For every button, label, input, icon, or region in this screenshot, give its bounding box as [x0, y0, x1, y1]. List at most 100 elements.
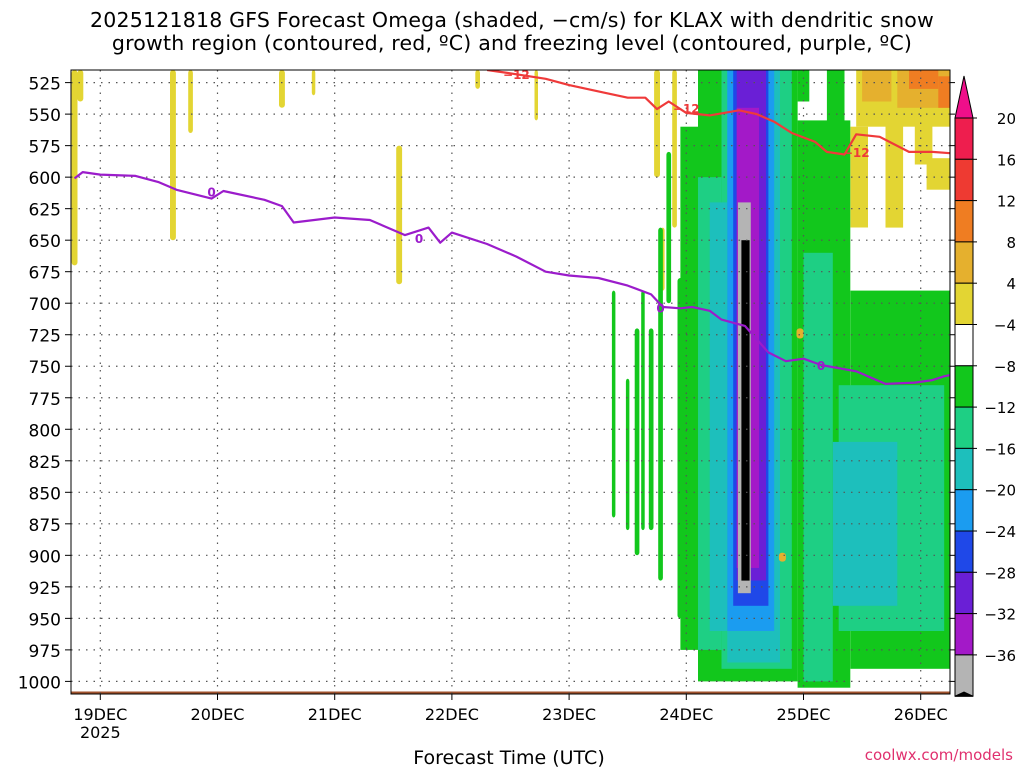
dgz-label: −12 [843, 146, 870, 160]
rising-region [832, 441, 898, 606]
rising-streak [641, 290, 645, 531]
sinking-streak [396, 145, 403, 285]
y-tick-label: 875 [29, 516, 61, 536]
y-tick-label: 950 [29, 610, 61, 630]
sinking-region [926, 158, 950, 190]
colorbar-swatch [954, 200, 974, 243]
sinking-region [914, 107, 933, 165]
colorbar-label: 12 [997, 193, 1016, 211]
y-tick-label: 1000 [18, 673, 61, 693]
x-axis-label: Forecast Time (UTC) [413, 747, 604, 768]
colorbar-label: −20 [984, 482, 1016, 500]
colorbar-label: 20 [997, 110, 1016, 128]
freezing-level-label: 0 [817, 359, 825, 373]
y-tick-label: 900 [29, 547, 61, 567]
sinking-streak [654, 70, 660, 178]
sinking-streak [672, 70, 677, 228]
credit-text: coolwx.com/models [865, 746, 1013, 764]
x-tick-label: 21DEC [308, 705, 362, 724]
x-tick-label: 20DEC [191, 705, 245, 724]
colorbar-swatch [954, 530, 974, 573]
rising-streak [625, 378, 630, 531]
y-tick-label: 825 [29, 453, 61, 473]
sinking-dot [796, 328, 804, 339]
colorbar-swatch [954, 489, 974, 532]
x-tick-label: 24DEC [659, 705, 713, 724]
y-tick-label: 775 [29, 390, 61, 410]
colorbar-swatch [954, 654, 974, 697]
colorbar-swatch [954, 613, 974, 656]
dgz-label: −12 [503, 68, 530, 82]
colorbar-swatch [954, 447, 974, 491]
freezing-level-contour [73, 171, 950, 385]
rising-streak [634, 328, 640, 556]
sinking-dot [778, 552, 786, 562]
x-tick-label: 19DEC [73, 705, 127, 724]
y-tick-label: 850 [29, 484, 61, 504]
rising-streak [658, 227, 663, 581]
colorbar-swatch [954, 571, 974, 615]
colorbar-label: −24 [984, 523, 1016, 541]
colorbar-label: −28 [984, 564, 1016, 582]
colorbar-bottom-arrow [954, 691, 974, 697]
y-tick-label: 800 [29, 421, 61, 441]
y-tick-label: 925 [29, 579, 61, 599]
axes: 525 550 575 600 625 650 675 700 725 750 775 800 825 8… [18, 75, 955, 742]
sinking-region [938, 76, 950, 108]
sinking-streak [188, 70, 193, 133]
colorbar-swatch [954, 406, 974, 449]
colorbar-label: 8 [1006, 234, 1016, 252]
colorbar: 20 16 12 8 4 −4 −8 −12 −16 −20 −24 −28 −32 −36 [954, 75, 1016, 697]
rising-streak [611, 290, 616, 518]
sinking-region [909, 70, 939, 89]
rising-streak [648, 328, 654, 531]
rising-region [709, 202, 728, 631]
chart-title-line-1: 2025121818 GFS Forecast Omega (shaded, −… [90, 8, 934, 32]
freezing-level-label: 0 [656, 301, 664, 315]
y-tick-label: 725 [29, 327, 61, 347]
colorbar-swatch [954, 365, 974, 408]
colorbar-label: −4 [994, 317, 1016, 335]
y-tick-label: 700 [29, 295, 61, 315]
x-tick-label: 23DEC [542, 705, 596, 724]
terrain-surface [71, 691, 950, 694]
y-tick-label: 600 [29, 169, 61, 189]
sinking-streak [311, 70, 316, 96]
y-tick-label: 975 [29, 642, 61, 662]
colorbar-label: −32 [984, 606, 1016, 624]
y-tick-label: 675 [29, 264, 61, 284]
plot-frame [70, 69, 951, 695]
year-label: 2025 [80, 723, 121, 742]
colorbar-swatch [954, 282, 974, 326]
chart-title-line-2: growth region (contoured, red, ºC) and f… [111, 31, 913, 55]
colorbar-label: −36 [984, 647, 1016, 665]
sinking-streak [279, 70, 285, 108]
freezing-level-label: 0 [207, 185, 215, 199]
colorbar-swatch [954, 158, 974, 202]
rising-region [803, 252, 833, 682]
freezing-level-label: 0 [415, 232, 423, 246]
rising-streak [666, 151, 672, 304]
x-tick-label: 25DEC [777, 705, 831, 724]
sinking-streak [170, 70, 176, 241]
y-tick-label: 525 [29, 75, 61, 95]
y-tick-label: 625 [29, 201, 61, 221]
contour-lines: 0 0 0 0 −12 −12 −12 [73, 68, 950, 385]
colorbar-label: 4 [1006, 275, 1016, 293]
sinking-region [885, 70, 904, 228]
colorbar-label: −12 [984, 399, 1016, 417]
colorbar-swatch [954, 324, 974, 367]
colorbar-swatch [954, 117, 974, 160]
y-tick-label: 550 [29, 106, 61, 126]
colorbar-swatch [954, 241, 974, 284]
rising-region [826, 70, 845, 127]
colorbar-label: −8 [994, 358, 1016, 376]
dgz-minus12-contour [486, 70, 950, 156]
sinking-streak [475, 70, 480, 89]
colorbar-label: −16 [984, 440, 1016, 458]
colorbar-label: 16 [997, 151, 1016, 169]
x-tick-label: 26DEC [894, 705, 948, 724]
x-tick-label: 22DEC [425, 705, 479, 724]
colorbar-top-arrow [954, 75, 974, 119]
